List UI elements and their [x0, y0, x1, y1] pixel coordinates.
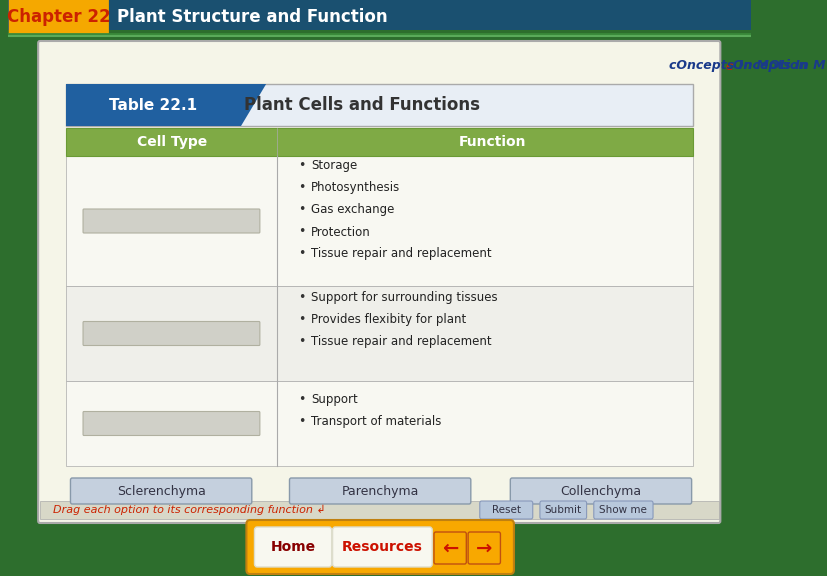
Text: Drag each option to its corresponding function ↲: Drag each option to its corresponding fu… — [52, 505, 325, 515]
Text: •: • — [298, 291, 305, 305]
Text: Sclerenchyma: Sclerenchyma — [117, 484, 205, 498]
FancyBboxPatch shape — [83, 321, 260, 346]
Text: Tissue repair and replacement: Tissue repair and replacement — [311, 335, 491, 348]
Text: Gas exchange: Gas exchange — [311, 203, 394, 217]
Text: c: c — [724, 59, 732, 73]
Text: →: → — [476, 539, 492, 558]
FancyBboxPatch shape — [467, 532, 500, 564]
Text: cOncepts In MOtion: cOncepts In MOtion — [668, 59, 806, 73]
FancyBboxPatch shape — [254, 527, 332, 567]
FancyBboxPatch shape — [593, 501, 653, 519]
FancyBboxPatch shape — [479, 501, 532, 519]
FancyBboxPatch shape — [7, 0, 750, 30]
FancyBboxPatch shape — [38, 41, 719, 523]
Text: Resources: Resources — [341, 540, 422, 554]
FancyBboxPatch shape — [246, 520, 514, 574]
Text: Collenchyma: Collenchyma — [560, 484, 641, 498]
FancyBboxPatch shape — [9, 0, 108, 36]
Text: Reset: Reset — [491, 505, 520, 515]
Text: •: • — [298, 225, 305, 238]
FancyBboxPatch shape — [509, 478, 691, 504]
FancyBboxPatch shape — [83, 411, 260, 435]
Text: •: • — [298, 181, 305, 195]
Text: •: • — [298, 415, 305, 427]
FancyBboxPatch shape — [40, 501, 718, 519]
Text: •: • — [298, 203, 305, 217]
Text: Function: Function — [458, 135, 525, 149]
FancyBboxPatch shape — [332, 527, 432, 567]
Text: •: • — [298, 313, 305, 327]
Text: Support: Support — [311, 392, 357, 406]
Text: ←: ← — [442, 539, 458, 558]
Text: Parenchyma: Parenchyma — [341, 484, 418, 498]
Text: Support for surrounding tissues: Support for surrounding tissues — [311, 291, 497, 305]
FancyBboxPatch shape — [83, 209, 260, 233]
Text: Table 22.1: Table 22.1 — [109, 97, 197, 112]
FancyBboxPatch shape — [66, 381, 691, 466]
Text: Plant Cells and Functions: Plant Cells and Functions — [244, 96, 480, 114]
Text: Storage: Storage — [311, 160, 357, 172]
FancyBboxPatch shape — [66, 128, 691, 156]
FancyBboxPatch shape — [66, 84, 691, 126]
Text: •: • — [298, 335, 305, 348]
Text: Cell Type: Cell Type — [136, 135, 207, 149]
FancyBboxPatch shape — [289, 478, 471, 504]
Text: •: • — [298, 160, 305, 172]
FancyBboxPatch shape — [66, 286, 691, 381]
FancyBboxPatch shape — [539, 501, 586, 519]
Text: Show me: Show me — [599, 505, 647, 515]
Text: •: • — [298, 248, 305, 260]
Text: Plant Structure and Function: Plant Structure and Function — [117, 8, 387, 26]
FancyBboxPatch shape — [70, 478, 251, 504]
Text: Tissue repair and replacement: Tissue repair and replacement — [311, 248, 491, 260]
Text: Provides flexibity for plant: Provides flexibity for plant — [311, 313, 466, 327]
Text: Oncepts In M: Oncepts In M — [732, 59, 825, 73]
Text: Home: Home — [270, 540, 315, 554]
Polygon shape — [66, 84, 265, 126]
Text: Transport of materials: Transport of materials — [311, 415, 441, 427]
Text: Protection: Protection — [311, 225, 370, 238]
Text: Chapter 22: Chapter 22 — [7, 8, 111, 26]
FancyBboxPatch shape — [433, 532, 466, 564]
FancyBboxPatch shape — [66, 156, 691, 286]
Text: Photosynthesis: Photosynthesis — [311, 181, 399, 195]
Text: Submit: Submit — [544, 505, 581, 515]
Text: •: • — [298, 392, 305, 406]
